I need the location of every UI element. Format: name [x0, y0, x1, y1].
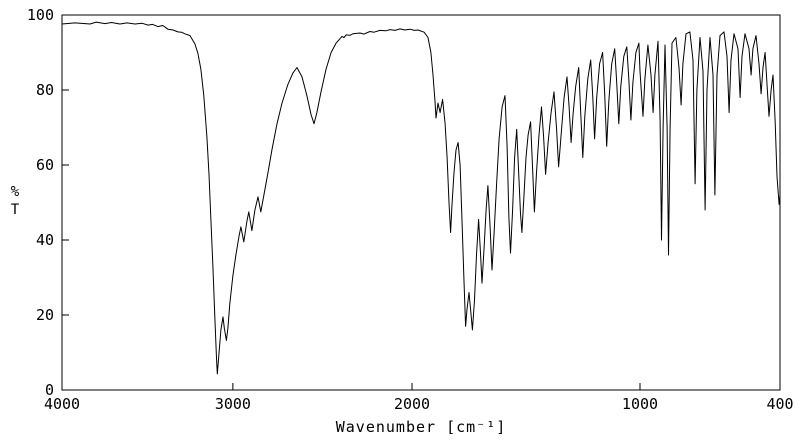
y-axis-label: %T — [7, 184, 23, 220]
spectrum-curve — [61, 21, 781, 375]
x-tick-label: 3000 — [215, 395, 251, 413]
y-tick-label: 20 — [36, 306, 54, 324]
x-tick-label: 4000 — [44, 395, 80, 413]
x-tick-label: 2000 — [394, 395, 430, 413]
y-tick-label: 80 — [36, 81, 54, 99]
x-axis-label: Wavenumber [cm⁻¹] — [335, 418, 507, 436]
y-tick-label: 100 — [27, 6, 54, 24]
x-tick-label: 1000 — [622, 395, 658, 413]
plot-frame — [61, 14, 781, 391]
x-tick-label: 400 — [766, 395, 793, 413]
y-tick-label: 0 — [45, 381, 54, 399]
y-tick-label: 60 — [36, 156, 54, 174]
y-tick-label: 40 — [36, 231, 54, 249]
